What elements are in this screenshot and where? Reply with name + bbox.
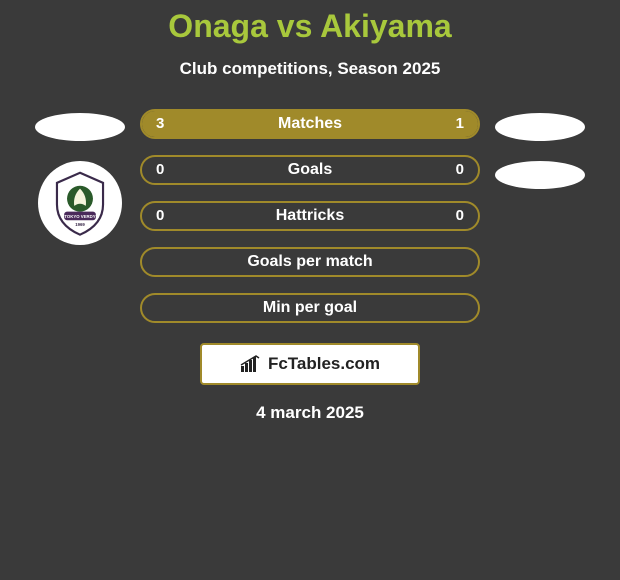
stat-bar: 0Goals0	[140, 155, 480, 185]
stat-label: Hattricks	[142, 203, 478, 229]
svg-text:1969: 1969	[75, 222, 85, 227]
comparison-row: TOKYO VERDY 1969 3Matches10Goals00Hattri…	[0, 109, 620, 423]
brand-text: FcTables.com	[268, 354, 380, 374]
stat-value-right: 0	[456, 157, 464, 183]
stat-value-right: 1	[456, 111, 464, 137]
stat-label: Goals	[142, 157, 478, 183]
player-right-avatar-placeholder	[495, 113, 585, 141]
player-left-club-badge: TOKYO VERDY 1969	[38, 161, 122, 245]
page-title: Onaga vs Akiyama	[0, 8, 620, 45]
subtitle: Club competitions, Season 2025	[0, 59, 620, 79]
date-label: 4 march 2025	[256, 403, 364, 423]
club-badge-icon: TOKYO VERDY 1969	[44, 167, 116, 239]
player-right-club-placeholder	[495, 161, 585, 189]
svg-text:TOKYO VERDY: TOKYO VERDY	[64, 214, 95, 219]
player-left-avatar-placeholder	[35, 113, 125, 141]
chart-icon	[240, 355, 262, 373]
left-player-col: TOKYO VERDY 1969	[25, 109, 135, 245]
stat-bar: Goals per match	[140, 247, 480, 277]
stat-value-right: 0	[456, 203, 464, 229]
stat-bar: 0Hattricks0	[140, 201, 480, 231]
brand-box[interactable]: FcTables.com	[200, 343, 420, 385]
stat-label: Min per goal	[142, 295, 478, 321]
comparison-card: Onaga vs Akiyama Club competitions, Seas…	[0, 0, 620, 423]
stats-column: 3Matches10Goals00Hattricks0Goals per mat…	[135, 109, 485, 423]
right-player-col	[485, 109, 595, 209]
stat-bar: 3Matches1	[140, 109, 480, 139]
stat-label: Matches	[142, 111, 478, 137]
stat-bar: Min per goal	[140, 293, 480, 323]
stat-label: Goals per match	[142, 249, 478, 275]
